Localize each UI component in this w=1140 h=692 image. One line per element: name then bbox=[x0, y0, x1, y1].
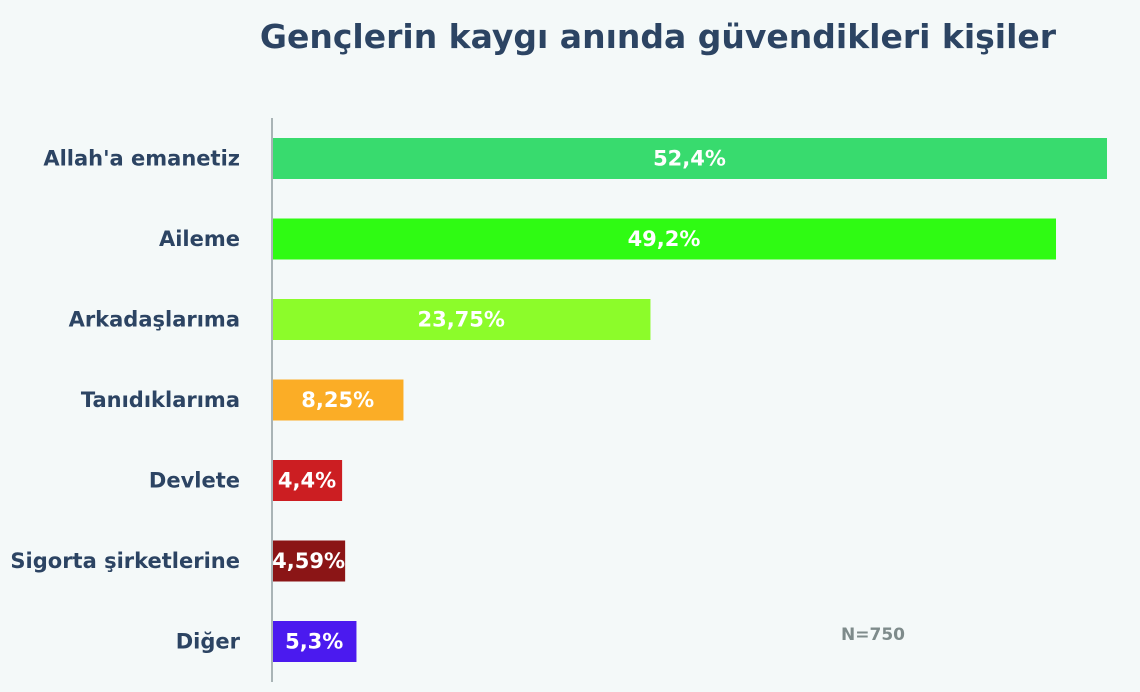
bar-devlete bbox=[272, 460, 343, 501]
category-label-diger: Diğer bbox=[176, 630, 241, 654]
value-label-diger: 5,3% bbox=[285, 630, 343, 654]
chart-title: Gençlerin kaygı anında güvendikleri kişi… bbox=[260, 17, 1057, 56]
value-label-tanidiklarima: 8,25% bbox=[301, 388, 374, 412]
category-label-arkadaslarima: Arkadaşlarıma bbox=[69, 308, 240, 332]
value-label-arkadaslarima: 23,75% bbox=[417, 308, 504, 332]
category-label-aileme: Aileme bbox=[159, 227, 240, 251]
value-label-allah-a-emanetiz: 52,4% bbox=[653, 147, 726, 171]
bar-arkadaslarima bbox=[272, 299, 651, 340]
bar-aileme bbox=[272, 218, 1057, 260]
category-label-tanidiklarima: Tanıdıklarıma bbox=[81, 388, 240, 412]
bar-allah-a-emanetiz bbox=[272, 138, 1107, 179]
bar-tanidiklarima bbox=[272, 379, 404, 421]
bar-sigorta-sirketlerine bbox=[272, 540, 346, 582]
value-label-devlete: 4,4% bbox=[278, 469, 336, 493]
value-label-aileme: 49,2% bbox=[628, 227, 701, 251]
category-label-devlete: Devlete bbox=[149, 469, 240, 493]
bar-diger bbox=[272, 621, 357, 662]
category-label-sigorta-sirketlerine: Sigorta şirketlerine bbox=[10, 549, 240, 573]
category-label-allah-a-emanetiz: Allah'a emanetiz bbox=[43, 147, 240, 171]
value-label-sigorta-sirketlerine: 4,59% bbox=[272, 549, 345, 573]
bars-group: Allah'a emanetiz 52,4% Aileme 49,2% Arkadaşl… bbox=[10, 138, 1107, 662]
sample-size-note: N=750 bbox=[841, 625, 905, 645]
